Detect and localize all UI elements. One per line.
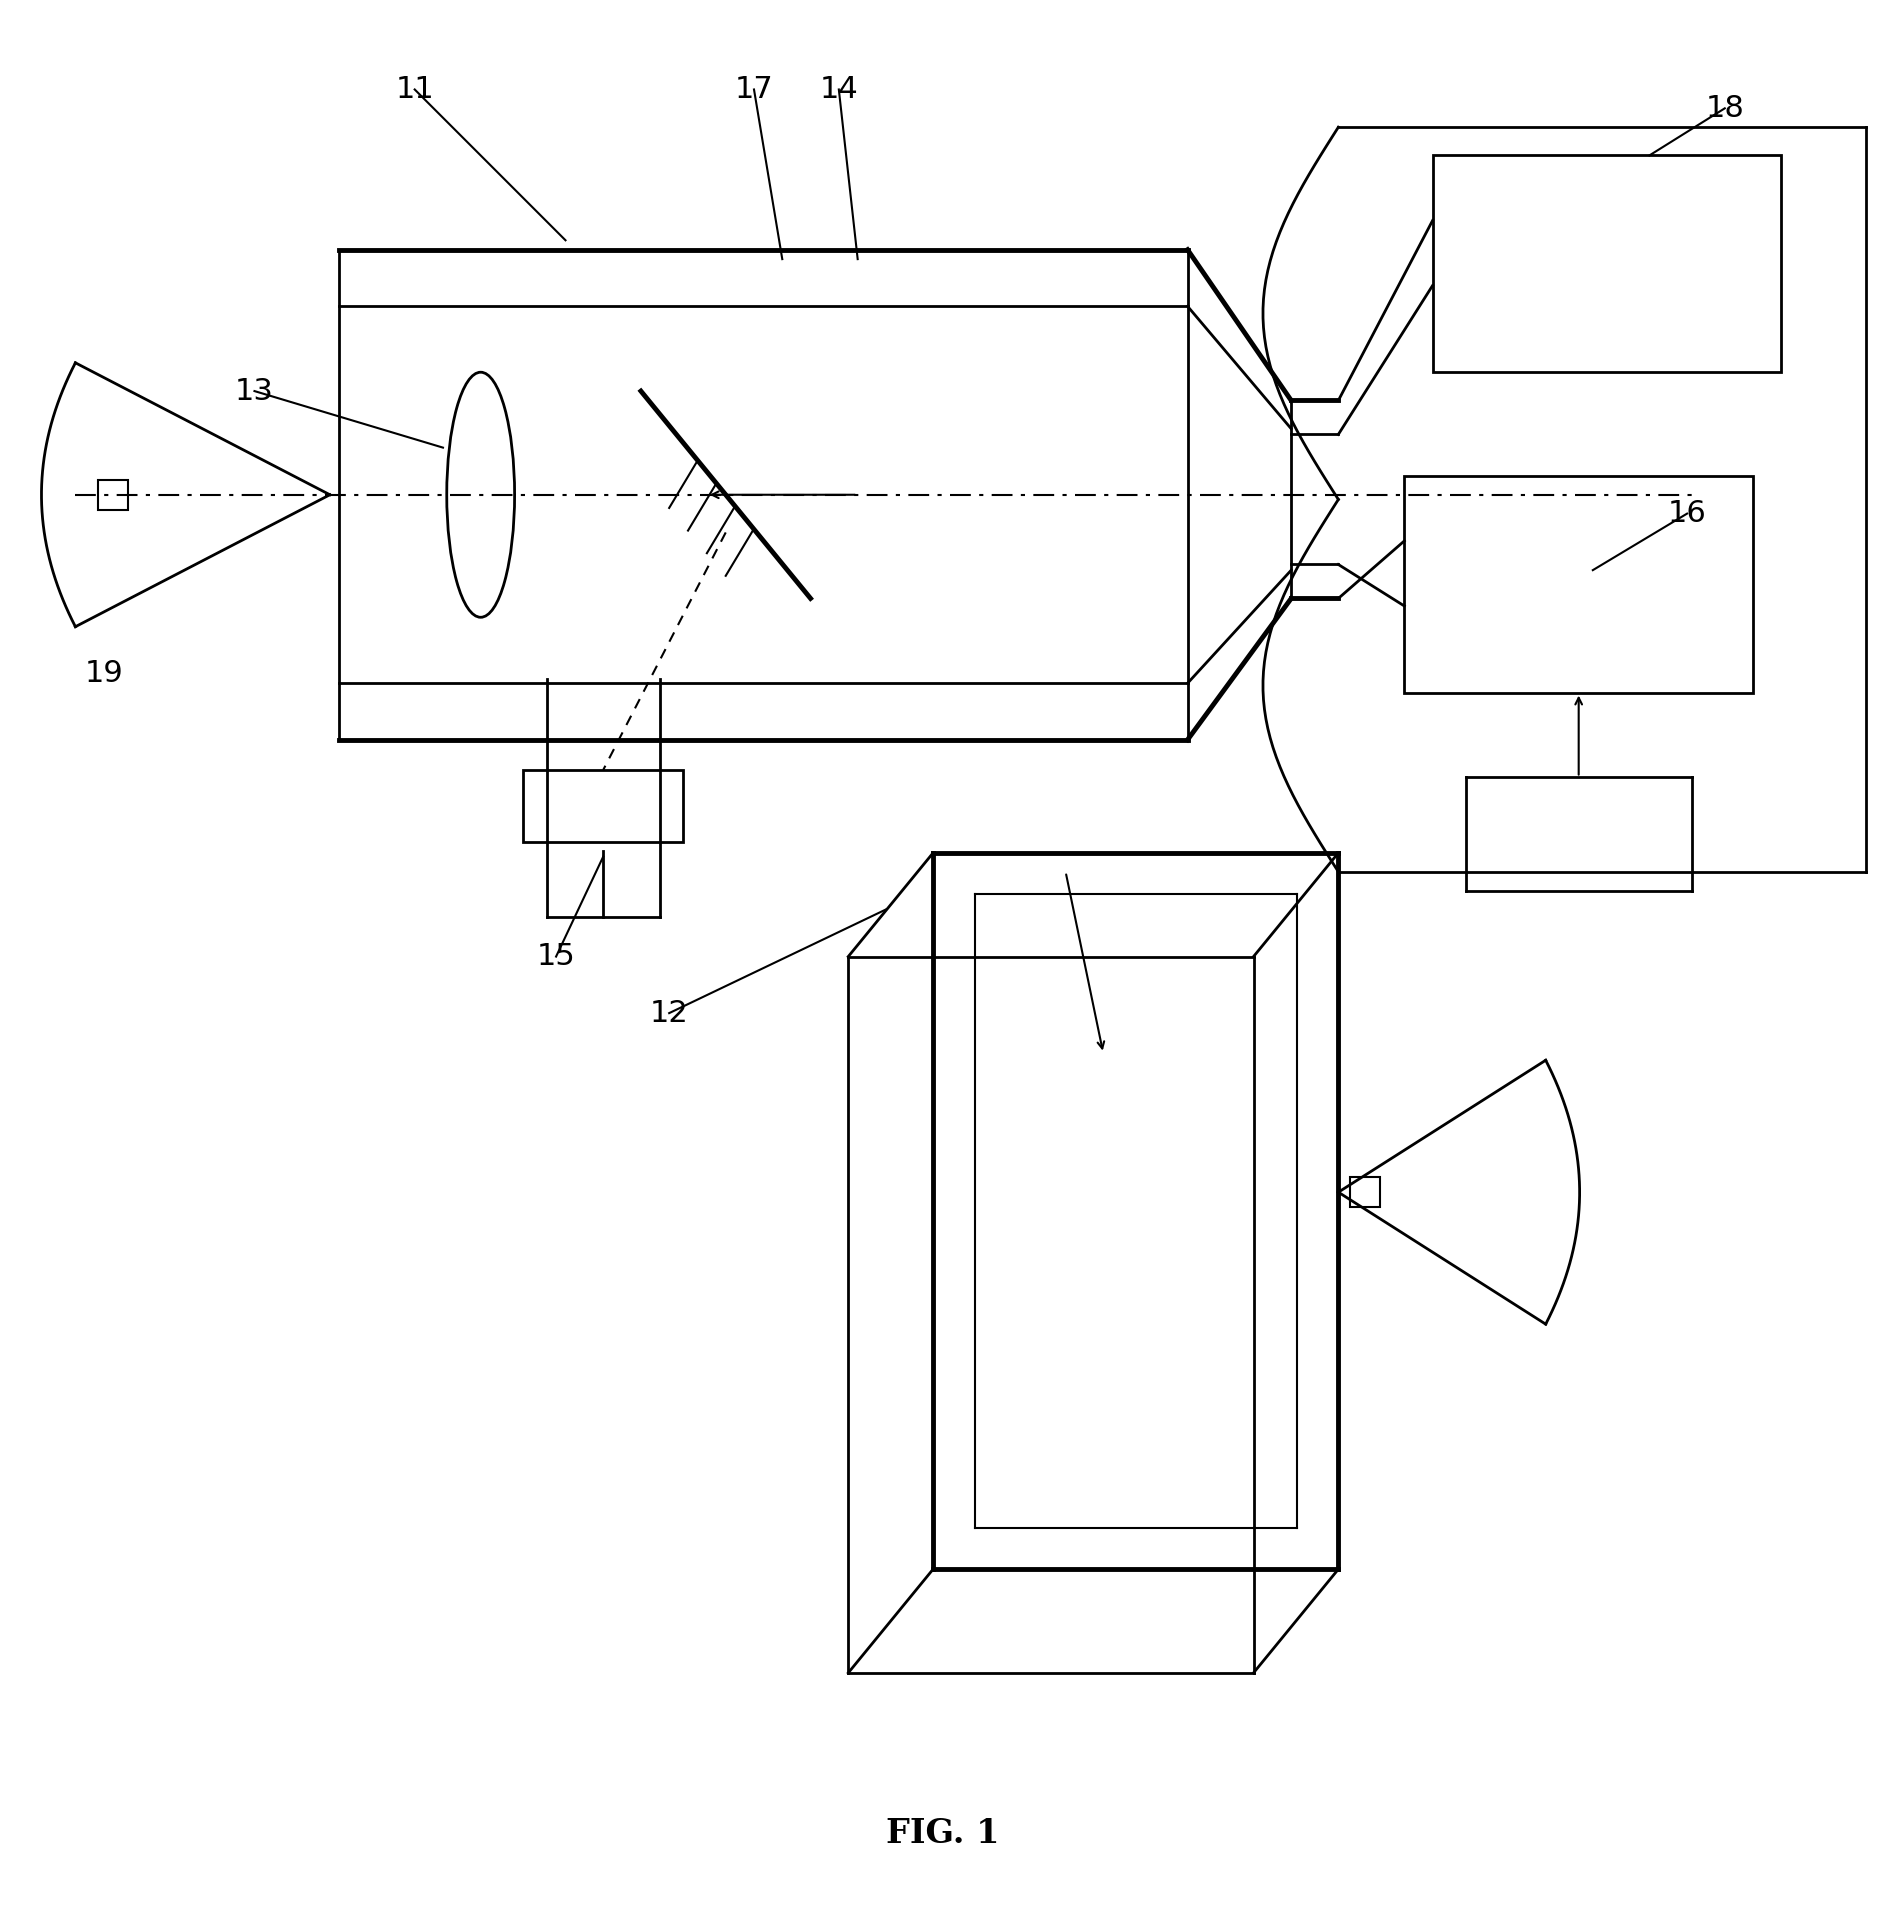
Bar xyxy=(524,771,684,842)
Text: 18: 18 xyxy=(1706,95,1744,124)
Text: 15: 15 xyxy=(537,943,575,972)
Text: 19: 19 xyxy=(85,659,123,688)
Bar xyxy=(1433,155,1781,373)
Bar xyxy=(1350,1177,1380,1208)
Text: 14: 14 xyxy=(820,75,858,104)
Bar xyxy=(98,479,128,510)
Text: 12: 12 xyxy=(650,999,688,1028)
Bar xyxy=(1404,475,1753,694)
Text: 17: 17 xyxy=(735,75,773,104)
Text: 13: 13 xyxy=(236,377,273,406)
Text: 11: 11 xyxy=(396,75,434,104)
Text: 16: 16 xyxy=(1668,498,1706,527)
Text: FIG. 1: FIG. 1 xyxy=(886,1816,999,1849)
